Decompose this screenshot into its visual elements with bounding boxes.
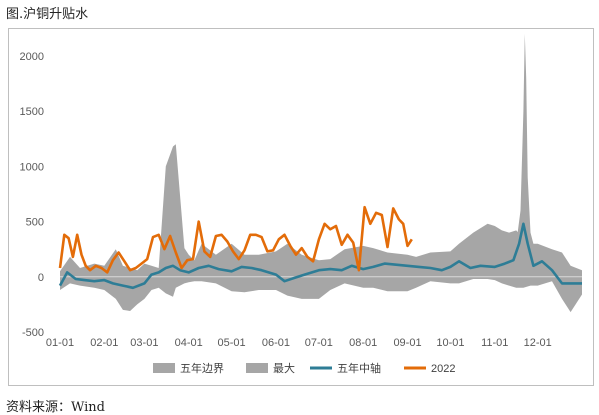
x-tick-label: 07-01 — [305, 337, 333, 349]
y-tick-label: 500 — [26, 217, 44, 229]
x-axis: 01-01 02-01 03-01 04-01 05-01 06-01 07-01 08-01… — [46, 337, 552, 349]
legend-label: 最大 — [273, 361, 295, 375]
chart-frame — [8, 28, 594, 386]
line-layer — [58, 205, 582, 290]
band-layer — [60, 33, 582, 313]
legend: 五年边界 最大 五年中轴 2022 — [153, 361, 455, 375]
x-tick-label: 09-01 — [393, 337, 421, 349]
y-tick-label: 0 — [38, 272, 44, 284]
x-tick-label: 12-01 — [524, 337, 552, 349]
x-tick-label: 03-01 — [130, 337, 158, 349]
legend-label: 2022 — [431, 363, 455, 375]
x-tick-label: 05-01 — [218, 337, 246, 349]
x-tick-label: 10-01 — [436, 337, 464, 349]
x-tick-label: 01-01 — [46, 337, 74, 349]
y-tick-label: 1500 — [20, 106, 44, 118]
legend-swatch — [153, 363, 175, 373]
series-line-2 — [58, 222, 582, 290]
y-tick-label: 2000 — [20, 51, 44, 63]
x-tick-label: 11-01 — [481, 337, 508, 349]
x-tick-label: 08-01 — [349, 337, 377, 349]
series-band-five-year — [60, 144, 582, 313]
source-note: 资料来源：Wind — [6, 400, 105, 415]
y-axis: 2000 1500 1000 500 0 -500 — [20, 51, 44, 339]
chart-title: 图.沪铜升贴水 — [6, 7, 89, 22]
x-tick-label: 04-01 — [175, 337, 203, 349]
y-tick-label: -500 — [22, 327, 44, 339]
series-line-3 — [58, 205, 413, 274]
x-tick-label: 06-01 — [262, 337, 290, 349]
y-tick-label: 1000 — [20, 161, 44, 173]
legend-label: 五年中轴 — [337, 361, 381, 375]
legend-swatch — [246, 363, 268, 373]
series-area-max — [516, 33, 534, 277]
legend-label: 五年边界 — [180, 361, 224, 375]
x-tick-label: 02-01 — [90, 337, 118, 349]
